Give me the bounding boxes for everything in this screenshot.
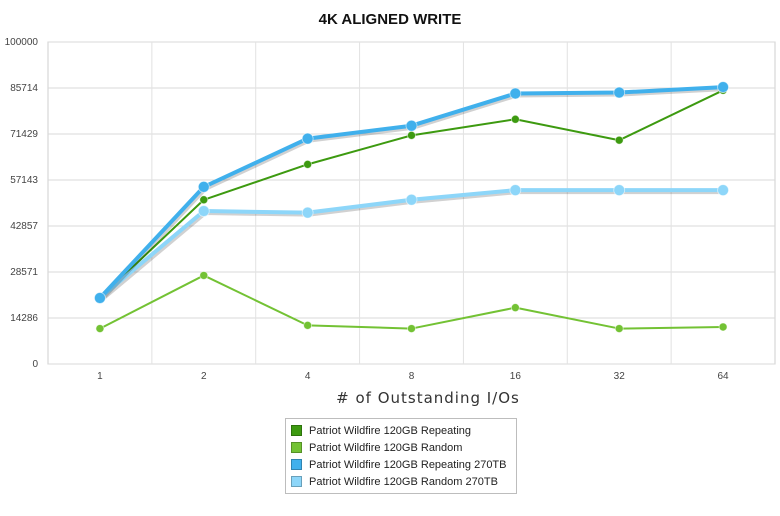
legend-swatch <box>291 442 302 453</box>
legend-label: Patriot Wildfire 120GB Random <box>309 441 463 454</box>
data-point <box>405 119 418 132</box>
data-point <box>613 184 626 197</box>
legend-swatch <box>291 459 302 470</box>
legend-item: Patriot Wildfire 120GB Repeating 270TB <box>291 456 511 473</box>
legend-item: Patriot Wildfire 120GB Random 270TB <box>291 473 511 490</box>
data-point <box>509 87 522 100</box>
legend-item: Patriot Wildfire 120GB Repeating <box>291 422 511 439</box>
data-point <box>301 206 314 219</box>
legend-swatch <box>291 476 302 487</box>
axes: 0 14286 28571 42857 57143 71429 85714 100000 1 2 4… <box>5 37 729 382</box>
chart-title: 4K ALIGNED WRITE <box>319 11 462 28</box>
data-point <box>407 130 416 140</box>
gridlines <box>47 41 776 365</box>
data-point <box>95 324 105 333</box>
y-tick-label: 71429 <box>10 129 38 140</box>
data-point <box>509 184 522 197</box>
series-lines <box>94 81 729 333</box>
y-tick-label: 85714 <box>10 83 38 94</box>
data-point <box>613 86 626 99</box>
x-tick-label: 2 <box>201 371 207 382</box>
y-tick-label: 28571 <box>10 267 38 278</box>
series <box>95 271 728 333</box>
legend-swatch <box>291 425 302 436</box>
x-tick-label: 1 <box>97 371 103 382</box>
data-point <box>199 271 209 280</box>
data-point <box>197 180 210 193</box>
data-point <box>717 81 729 93</box>
legend-item: Patriot Wildfire 120GB Random <box>291 439 511 456</box>
x-tick-label: 16 <box>510 371 522 382</box>
data-point <box>614 324 624 333</box>
y-tick-label: 14286 <box>10 313 38 324</box>
data-point <box>197 205 210 217</box>
data-point <box>405 193 418 206</box>
x-tick-label: 8 <box>409 371 415 382</box>
data-point <box>614 135 624 145</box>
data-point <box>199 195 209 205</box>
y-tick-label: 100000 <box>5 37 39 48</box>
data-point <box>94 292 106 304</box>
y-tick-label: 57143 <box>10 175 38 186</box>
legend-label: Patriot Wildfire 120GB Repeating 270TB <box>309 458 507 471</box>
legend-label: Patriot Wildfire 120GB Random 270TB <box>309 475 498 488</box>
x-tick-label: 32 <box>614 371 626 382</box>
data-point <box>303 159 313 169</box>
series <box>94 184 729 304</box>
series <box>94 81 729 304</box>
data-point <box>301 132 314 145</box>
x-axis-label: # of Outstanding I/Os <box>336 389 520 407</box>
data-point <box>718 322 728 332</box>
series-line <box>99 274 724 330</box>
data-point <box>510 114 520 124</box>
x-tick-label: 64 <box>718 371 730 382</box>
y-tick-label: 0 <box>32 359 38 370</box>
data-point <box>303 320 313 330</box>
y-tick-label: 42857 <box>10 221 38 232</box>
data-point <box>510 303 520 313</box>
data-point <box>717 184 729 197</box>
x-tick-label: 4 <box>305 371 311 382</box>
data-point <box>407 324 416 333</box>
legend-label: Patriot Wildfire 120GB Repeating <box>309 424 472 437</box>
legend: Patriot Wildfire 120GB Repeating Patriot… <box>285 418 517 494</box>
